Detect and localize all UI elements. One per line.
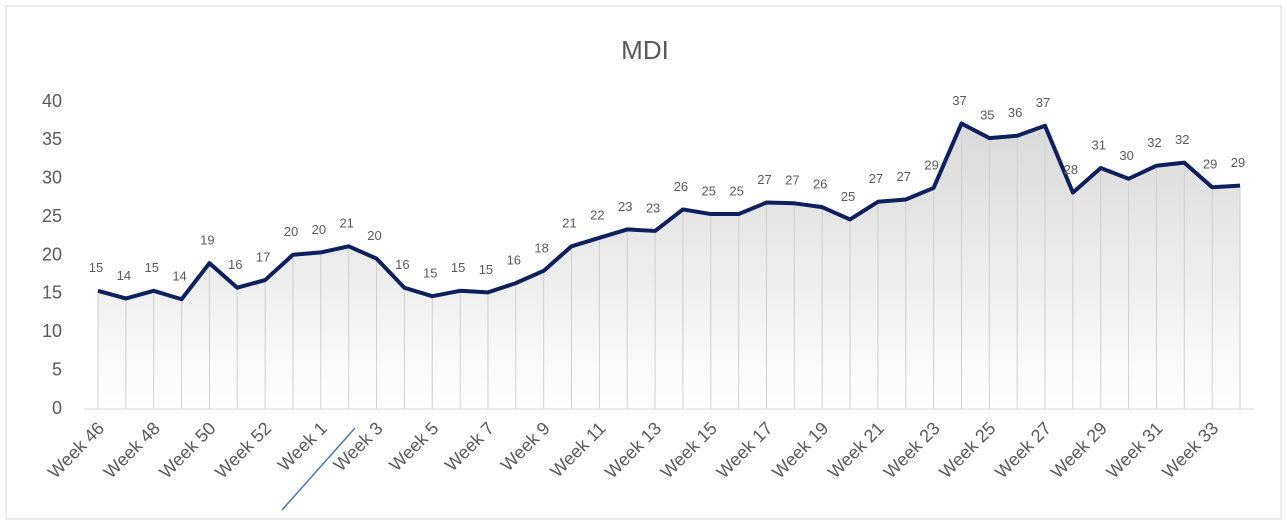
data-label: 35 <box>980 108 994 123</box>
y-tick-label: 35 <box>42 129 62 149</box>
data-label: 21 <box>339 216 353 231</box>
chart-title: MDI <box>621 35 669 65</box>
area <box>98 123 1240 410</box>
data-label: 15 <box>451 260 465 275</box>
data-label: 28 <box>1064 162 1078 177</box>
data-label: 16 <box>228 257 242 272</box>
data-label: 32 <box>1175 132 1189 147</box>
data-label: 29 <box>924 157 938 172</box>
y-tick-label: 0 <box>52 398 62 418</box>
data-label: 21 <box>562 216 576 231</box>
data-label: 27 <box>785 173 799 188</box>
data-label: 15 <box>479 262 493 277</box>
series-line <box>97 121 1241 302</box>
data-label: 23 <box>618 199 632 214</box>
data-label: 25 <box>702 183 716 198</box>
data-label: 32 <box>1147 135 1161 150</box>
data-label: 37 <box>952 93 966 108</box>
data-label: 23 <box>646 200 660 215</box>
y-tick-label: 30 <box>42 168 62 188</box>
data-label: 19 <box>200 233 214 248</box>
data-label: 20 <box>284 224 298 239</box>
data-label: 36 <box>1008 105 1022 120</box>
data-label: 15 <box>423 266 437 281</box>
data-label: 18 <box>534 240 548 255</box>
data-label: 27 <box>897 169 911 184</box>
data-label: 16 <box>395 257 409 272</box>
data-label: 27 <box>757 172 771 187</box>
data-label: 14 <box>172 269 186 284</box>
data-label: 20 <box>312 222 326 237</box>
y-tick-label: 40 <box>42 91 62 111</box>
y-tick-label: 10 <box>42 321 62 341</box>
data-label: 14 <box>117 268 131 283</box>
data-label: 26 <box>674 179 688 194</box>
data-label: 27 <box>869 171 883 186</box>
stray-line <box>281 427 356 511</box>
data-label: 25 <box>729 183 743 198</box>
y-tick-label: 15 <box>42 283 62 303</box>
y-tick-label: 20 <box>42 244 62 264</box>
data-label: 31 <box>1091 137 1105 152</box>
data-label: 37 <box>1036 95 1050 110</box>
data-label: 17 <box>256 249 270 264</box>
data-label: 30 <box>1119 148 1133 163</box>
data-label: 22 <box>590 207 604 222</box>
data-label: 26 <box>813 177 827 192</box>
data-label: 15 <box>89 260 103 275</box>
data-label: 20 <box>367 228 381 243</box>
y-tick-label: 5 <box>52 359 62 379</box>
y-tick-label: 25 <box>42 206 62 226</box>
data-label: 16 <box>507 253 521 268</box>
data-label: 25 <box>841 189 855 204</box>
data-label: 29 <box>1231 155 1245 170</box>
data-label: 15 <box>144 260 158 275</box>
data-label: 29 <box>1203 157 1217 172</box>
